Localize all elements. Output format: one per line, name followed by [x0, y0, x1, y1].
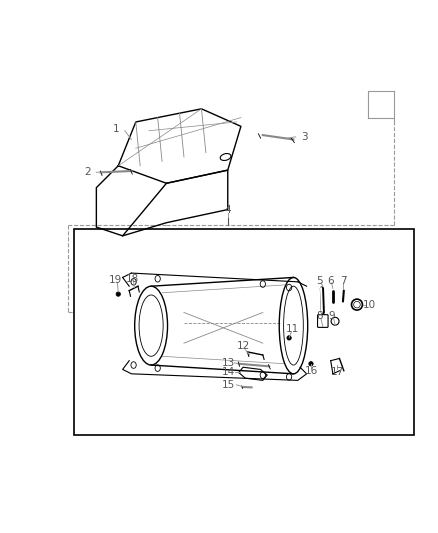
Text: 3: 3	[301, 132, 308, 142]
Bar	[74, 229, 414, 435]
Text: 2: 2	[84, 167, 91, 177]
Text: 19: 19	[109, 274, 122, 285]
Text: 12: 12	[237, 341, 250, 351]
Text: 16: 16	[304, 366, 318, 376]
Text: 11: 11	[286, 324, 299, 334]
Text: 17: 17	[331, 367, 344, 377]
Text: 9: 9	[328, 311, 336, 321]
Ellipse shape	[287, 336, 291, 340]
Text: 14: 14	[222, 367, 235, 377]
Ellipse shape	[309, 361, 313, 366]
Text: 4: 4	[224, 205, 231, 215]
Text: 10: 10	[363, 300, 376, 310]
Ellipse shape	[116, 292, 120, 296]
Text: 7: 7	[339, 276, 346, 286]
Text: 18: 18	[126, 274, 139, 284]
Text: 15: 15	[222, 379, 235, 390]
Text: 8: 8	[316, 311, 323, 321]
Text: 6: 6	[327, 276, 334, 286]
Text: 1: 1	[113, 124, 120, 134]
Text: 13: 13	[222, 358, 235, 368]
Text: 5: 5	[316, 276, 323, 286]
